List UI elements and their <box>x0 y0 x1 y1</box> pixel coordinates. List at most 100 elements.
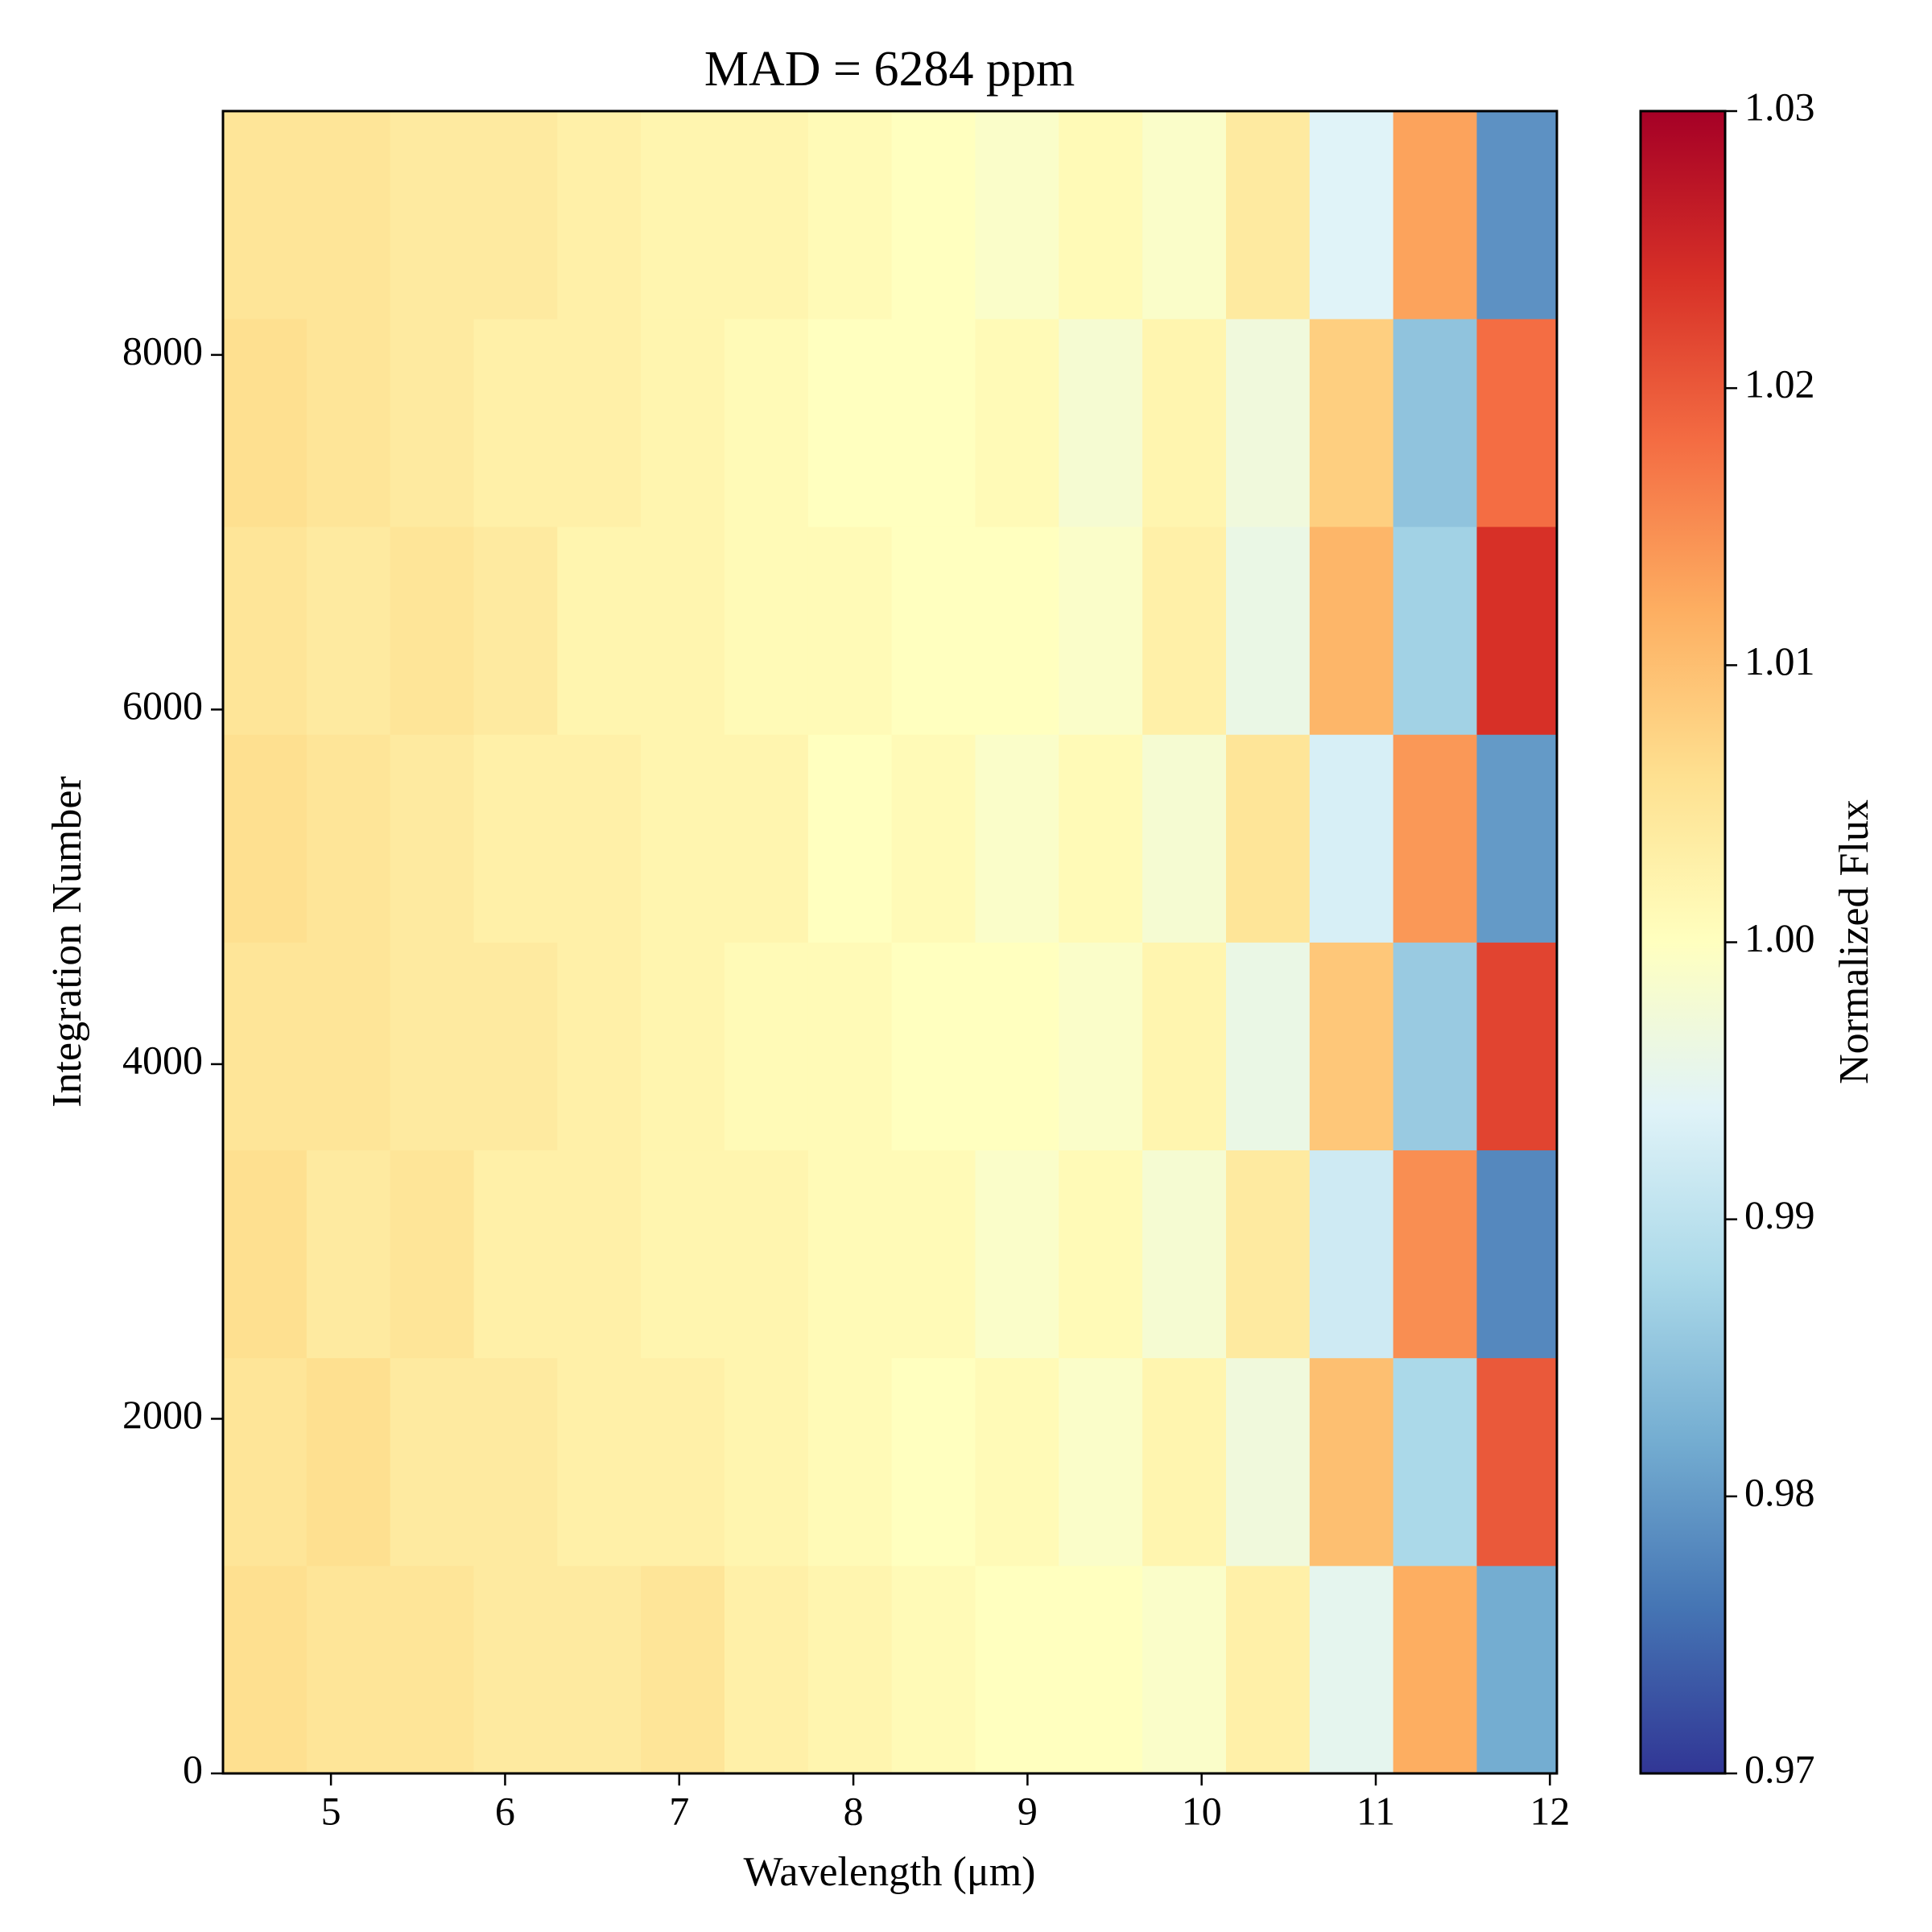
heatmap-cell <box>473 318 558 527</box>
heatmap-cell <box>1393 1357 1477 1567</box>
heatmap-cell <box>807 1357 893 1567</box>
heatmap-cell <box>473 734 558 943</box>
heatmap-cell <box>724 526 809 735</box>
heatmap-cell <box>891 1565 976 1773</box>
heatmap-cell <box>557 734 642 943</box>
heatmap-cell <box>1225 318 1311 527</box>
heatmap-cell <box>724 734 809 943</box>
heatmap-cell <box>1142 111 1227 320</box>
heatmap-cell <box>306 111 391 320</box>
heatmap-cell <box>1309 734 1394 943</box>
heatmap-cell <box>1225 1565 1311 1773</box>
heatmap-cell <box>1309 1565 1394 1773</box>
heatmap-cell <box>1225 734 1311 943</box>
heatmap-cell <box>223 1357 308 1567</box>
x-tick-label: 12 <box>1530 1788 1570 1833</box>
heatmap-cell <box>1142 1150 1227 1359</box>
heatmap-cell <box>390 1565 474 1773</box>
heatmap-cell <box>1142 942 1227 1151</box>
y-tick-label: 2000 <box>122 1392 203 1437</box>
heatmap-cell <box>557 1150 642 1359</box>
heatmap-cell <box>1393 942 1477 1151</box>
heatmap-cell <box>641 111 725 320</box>
heatmap-cell <box>1393 734 1477 943</box>
y-tick-label: 0 <box>183 1746 203 1791</box>
heatmap-cell <box>1309 526 1394 735</box>
heatmap-cell <box>473 1357 558 1567</box>
heatmap-cell <box>1476 111 1557 320</box>
heatmap-cell <box>1476 734 1557 943</box>
heatmap-cell <box>473 526 558 735</box>
heatmap-cell <box>390 1150 474 1359</box>
heatmap-cell <box>975 318 1059 527</box>
chart-title: MAD = 6284 ppm <box>704 42 1075 97</box>
heatmap-cell <box>1142 734 1227 943</box>
heatmap-cell <box>975 1565 1059 1773</box>
heatmap-cell <box>807 1150 893 1359</box>
heatmap-cell <box>891 318 976 527</box>
x-tick-label: 9 <box>1018 1788 1038 1833</box>
heatmap-cell <box>724 318 809 527</box>
heatmap-cell <box>807 526 893 735</box>
colorbar-tick-label: 1.00 <box>1744 915 1815 960</box>
heatmap-cell <box>1309 942 1394 1151</box>
heatmap-cell <box>807 734 893 943</box>
heatmap-cell <box>390 734 474 943</box>
heatmap-cell <box>1225 111 1311 320</box>
heatmap-cell <box>1225 1357 1311 1567</box>
heatmap-cell <box>1476 942 1557 1151</box>
heatmap-cell <box>975 1357 1059 1567</box>
heatmap-cell <box>223 942 308 1151</box>
heatmap-cell <box>724 1565 809 1773</box>
colorbar-tick-label: 1.01 <box>1744 638 1815 683</box>
x-tick-label: 10 <box>1182 1788 1222 1833</box>
heatmap-cell <box>557 1357 642 1567</box>
heatmap-cell <box>807 942 893 1151</box>
heatmap-cell <box>390 1357 474 1567</box>
heatmap-cell <box>975 526 1059 735</box>
heatmap-cell <box>1476 526 1557 735</box>
heatmap-cell <box>306 734 391 943</box>
heatmap-cell <box>975 1150 1059 1359</box>
colorbar-tick-label: 0.98 <box>1744 1469 1815 1514</box>
heatmap-cell <box>473 1150 558 1359</box>
heatmap-cell <box>306 318 391 527</box>
heatmap-cell <box>724 1357 809 1567</box>
y-tick-label: 4000 <box>122 1037 203 1082</box>
heatmap-cell <box>891 734 976 943</box>
heatmap-cell <box>1225 1150 1311 1359</box>
heatmap-cell <box>1059 1357 1143 1567</box>
heatmap-cell <box>975 942 1059 1151</box>
heatmap-cell <box>1059 734 1143 943</box>
heatmap-cell <box>807 111 893 320</box>
heatmap-cell <box>1476 318 1557 527</box>
heatmap-cell <box>641 318 725 527</box>
heatmap-cell <box>306 526 391 735</box>
heatmap-cell <box>223 318 308 527</box>
heatmap-cell <box>1059 526 1143 735</box>
heatmap-cell <box>1309 1150 1394 1359</box>
heatmap-cell <box>223 1565 308 1773</box>
y-axis-label: Integration Number <box>44 776 90 1108</box>
heatmap-cell <box>891 1357 976 1567</box>
colorbar-tick-label: 1.02 <box>1744 361 1815 407</box>
heatmap-cell <box>473 111 558 320</box>
heatmap-cell <box>1225 526 1311 735</box>
heatmap-cell <box>641 942 725 1151</box>
heatmap-cell <box>1142 318 1227 527</box>
heatmap-cell <box>891 111 976 320</box>
colorbar-label: Normalized Flux <box>1831 799 1877 1084</box>
heatmap-cell <box>223 734 308 943</box>
heatmap-cell <box>1309 111 1394 320</box>
heatmap-cell <box>1059 1565 1143 1773</box>
heatmap-cell <box>557 942 642 1151</box>
heatmap-cell <box>306 1150 391 1359</box>
plot-frame <box>221 109 1558 1775</box>
heatmap-cell <box>1393 1150 1477 1359</box>
heatmap-cell <box>390 942 474 1151</box>
heatmap-cell <box>891 526 976 735</box>
heatmap-cell <box>891 1150 976 1359</box>
colorbar-tick-label: 0.97 <box>1744 1746 1815 1791</box>
